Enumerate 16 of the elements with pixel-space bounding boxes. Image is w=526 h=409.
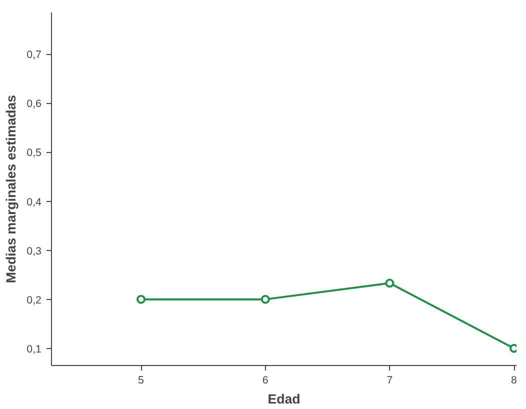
y-tick-label: 0,2 xyxy=(26,294,42,306)
y-tick-label: 0,6 xyxy=(26,98,42,110)
point xyxy=(385,278,394,288)
y-tick-label: 0,7 xyxy=(26,49,42,62)
y-tick-label: 0,3 xyxy=(26,245,42,258)
x-tick-label: 6 xyxy=(262,374,268,386)
y-tick-label: 0,5 xyxy=(26,147,42,160)
y-tick-label: 0,4 xyxy=(26,196,42,208)
y-axis-title: Medias marginales estimadas xyxy=(4,94,19,284)
point xyxy=(136,294,146,304)
x-axis-title: Edad xyxy=(268,392,300,406)
point xyxy=(260,294,270,304)
x-tick-label: 7 xyxy=(386,374,393,386)
x-tick-label: 5 xyxy=(138,374,144,386)
x-tick-label: 8 xyxy=(511,374,518,386)
y-tick-label: 0,1 xyxy=(26,343,42,356)
